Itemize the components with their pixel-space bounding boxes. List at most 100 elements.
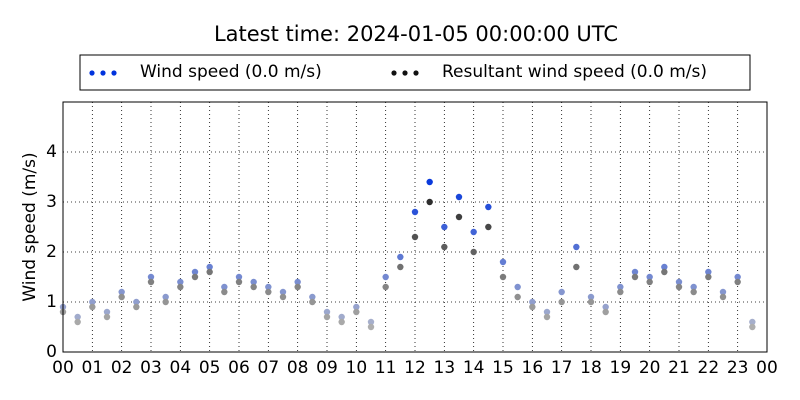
- data-point: [411, 208, 419, 216]
- data-point: [705, 268, 712, 276]
- data-point: [661, 263, 668, 271]
- data-point: [397, 263, 404, 271]
- data-point: [499, 273, 507, 281]
- x-tick-label: 06: [228, 358, 250, 378]
- data-point: [323, 313, 331, 321]
- data-point: [705, 273, 712, 281]
- data-point: [162, 298, 169, 306]
- data-point: [353, 308, 360, 316]
- data-point: [631, 268, 639, 276]
- data-point: [235, 273, 243, 281]
- y-tick-label: 3: [46, 192, 57, 212]
- data-point: [426, 178, 433, 186]
- data-point: [690, 283, 697, 291]
- x-tick-label: 05: [199, 358, 221, 378]
- data-point: [690, 288, 697, 296]
- data-point: [734, 273, 741, 281]
- data-point: [118, 288, 125, 296]
- data-point: [309, 293, 316, 301]
- plot-frame: [62, 101, 768, 353]
- x-tick-label: 04: [170, 358, 192, 378]
- data-point: [573, 243, 580, 251]
- data-point: [250, 278, 257, 286]
- x-tick-label: 21: [668, 358, 690, 378]
- data-point: [734, 278, 741, 286]
- data-point: [573, 263, 580, 271]
- data-point: [133, 298, 140, 306]
- data-point: [514, 293, 521, 301]
- data-point: [294, 278, 301, 286]
- data-point: [455, 193, 463, 201]
- data-point: [441, 223, 448, 231]
- x-tick-label: 13: [434, 358, 456, 378]
- x-tick-label: 14: [463, 358, 485, 378]
- data-point: [543, 313, 551, 321]
- data-point: [749, 323, 756, 331]
- legend-marker: [413, 70, 419, 76]
- legend-marker: [402, 70, 408, 76]
- data-point: [206, 268, 213, 276]
- data-point: [499, 258, 507, 266]
- data-point: [485, 223, 492, 231]
- data-point: [675, 283, 683, 291]
- data-point: [631, 273, 639, 281]
- data-point: [74, 313, 81, 321]
- data-point: [338, 318, 345, 326]
- x-tick-label: 12: [404, 358, 426, 378]
- data-point: [602, 308, 609, 316]
- y-tick-label: 2: [46, 242, 57, 262]
- data-point: [382, 283, 389, 291]
- x-tick-label: 10: [346, 358, 368, 378]
- data-point: [309, 298, 316, 306]
- x-tick-label: 07: [258, 358, 280, 378]
- legend-label: Resultant wind speed (0.0 m/s): [442, 62, 707, 82]
- data-point: [441, 243, 448, 251]
- data-point: [455, 213, 463, 221]
- data-point: [470, 248, 477, 256]
- data-point: [103, 313, 111, 321]
- chart-title: Latest time: 2024-01-05 00:00:00 UTC: [214, 22, 618, 46]
- data-point: [89, 298, 96, 306]
- y-tick-label: 4: [46, 142, 57, 162]
- x-tick-label: 23: [727, 358, 749, 378]
- data-point: [250, 283, 257, 291]
- data-point: [617, 288, 624, 296]
- data-point: [514, 283, 521, 291]
- data-point: [177, 283, 184, 291]
- data-point: [338, 313, 345, 321]
- data-point: [235, 278, 243, 286]
- x-tick-label: 18: [580, 358, 602, 378]
- data-point: [646, 273, 653, 281]
- data-point: [382, 273, 389, 281]
- data-point: [749, 318, 756, 326]
- data-point: [265, 283, 272, 291]
- legend-marker: [391, 70, 397, 76]
- legend-marker: [100, 70, 106, 76]
- legend-label: Wind speed (0.0 m/s): [140, 62, 322, 82]
- data-point: [74, 318, 81, 326]
- x-tick-label: 17: [551, 358, 573, 378]
- x-tick-label: 08: [287, 358, 309, 378]
- legend-marker: [111, 70, 117, 76]
- data-point: [221, 288, 228, 296]
- x-tick-label: 16: [522, 358, 544, 378]
- data-point: [485, 203, 492, 211]
- x-tick-label: 22: [698, 358, 720, 378]
- x-tick-label: 11: [375, 358, 397, 378]
- data-point: [265, 288, 272, 296]
- data-point: [279, 293, 287, 301]
- x-tick-label: 01: [82, 358, 104, 378]
- data-point: [147, 273, 155, 281]
- data-point: [426, 198, 433, 206]
- data-point: [719, 293, 727, 301]
- x-tick-label: 00: [52, 358, 74, 378]
- data-point: [675, 278, 683, 286]
- data-point: [470, 228, 477, 236]
- data-point: [367, 318, 375, 326]
- data-point: [529, 298, 536, 306]
- data-point: [587, 293, 595, 301]
- data-point: [323, 308, 331, 316]
- data-point: [558, 298, 565, 306]
- data-point: [103, 308, 111, 316]
